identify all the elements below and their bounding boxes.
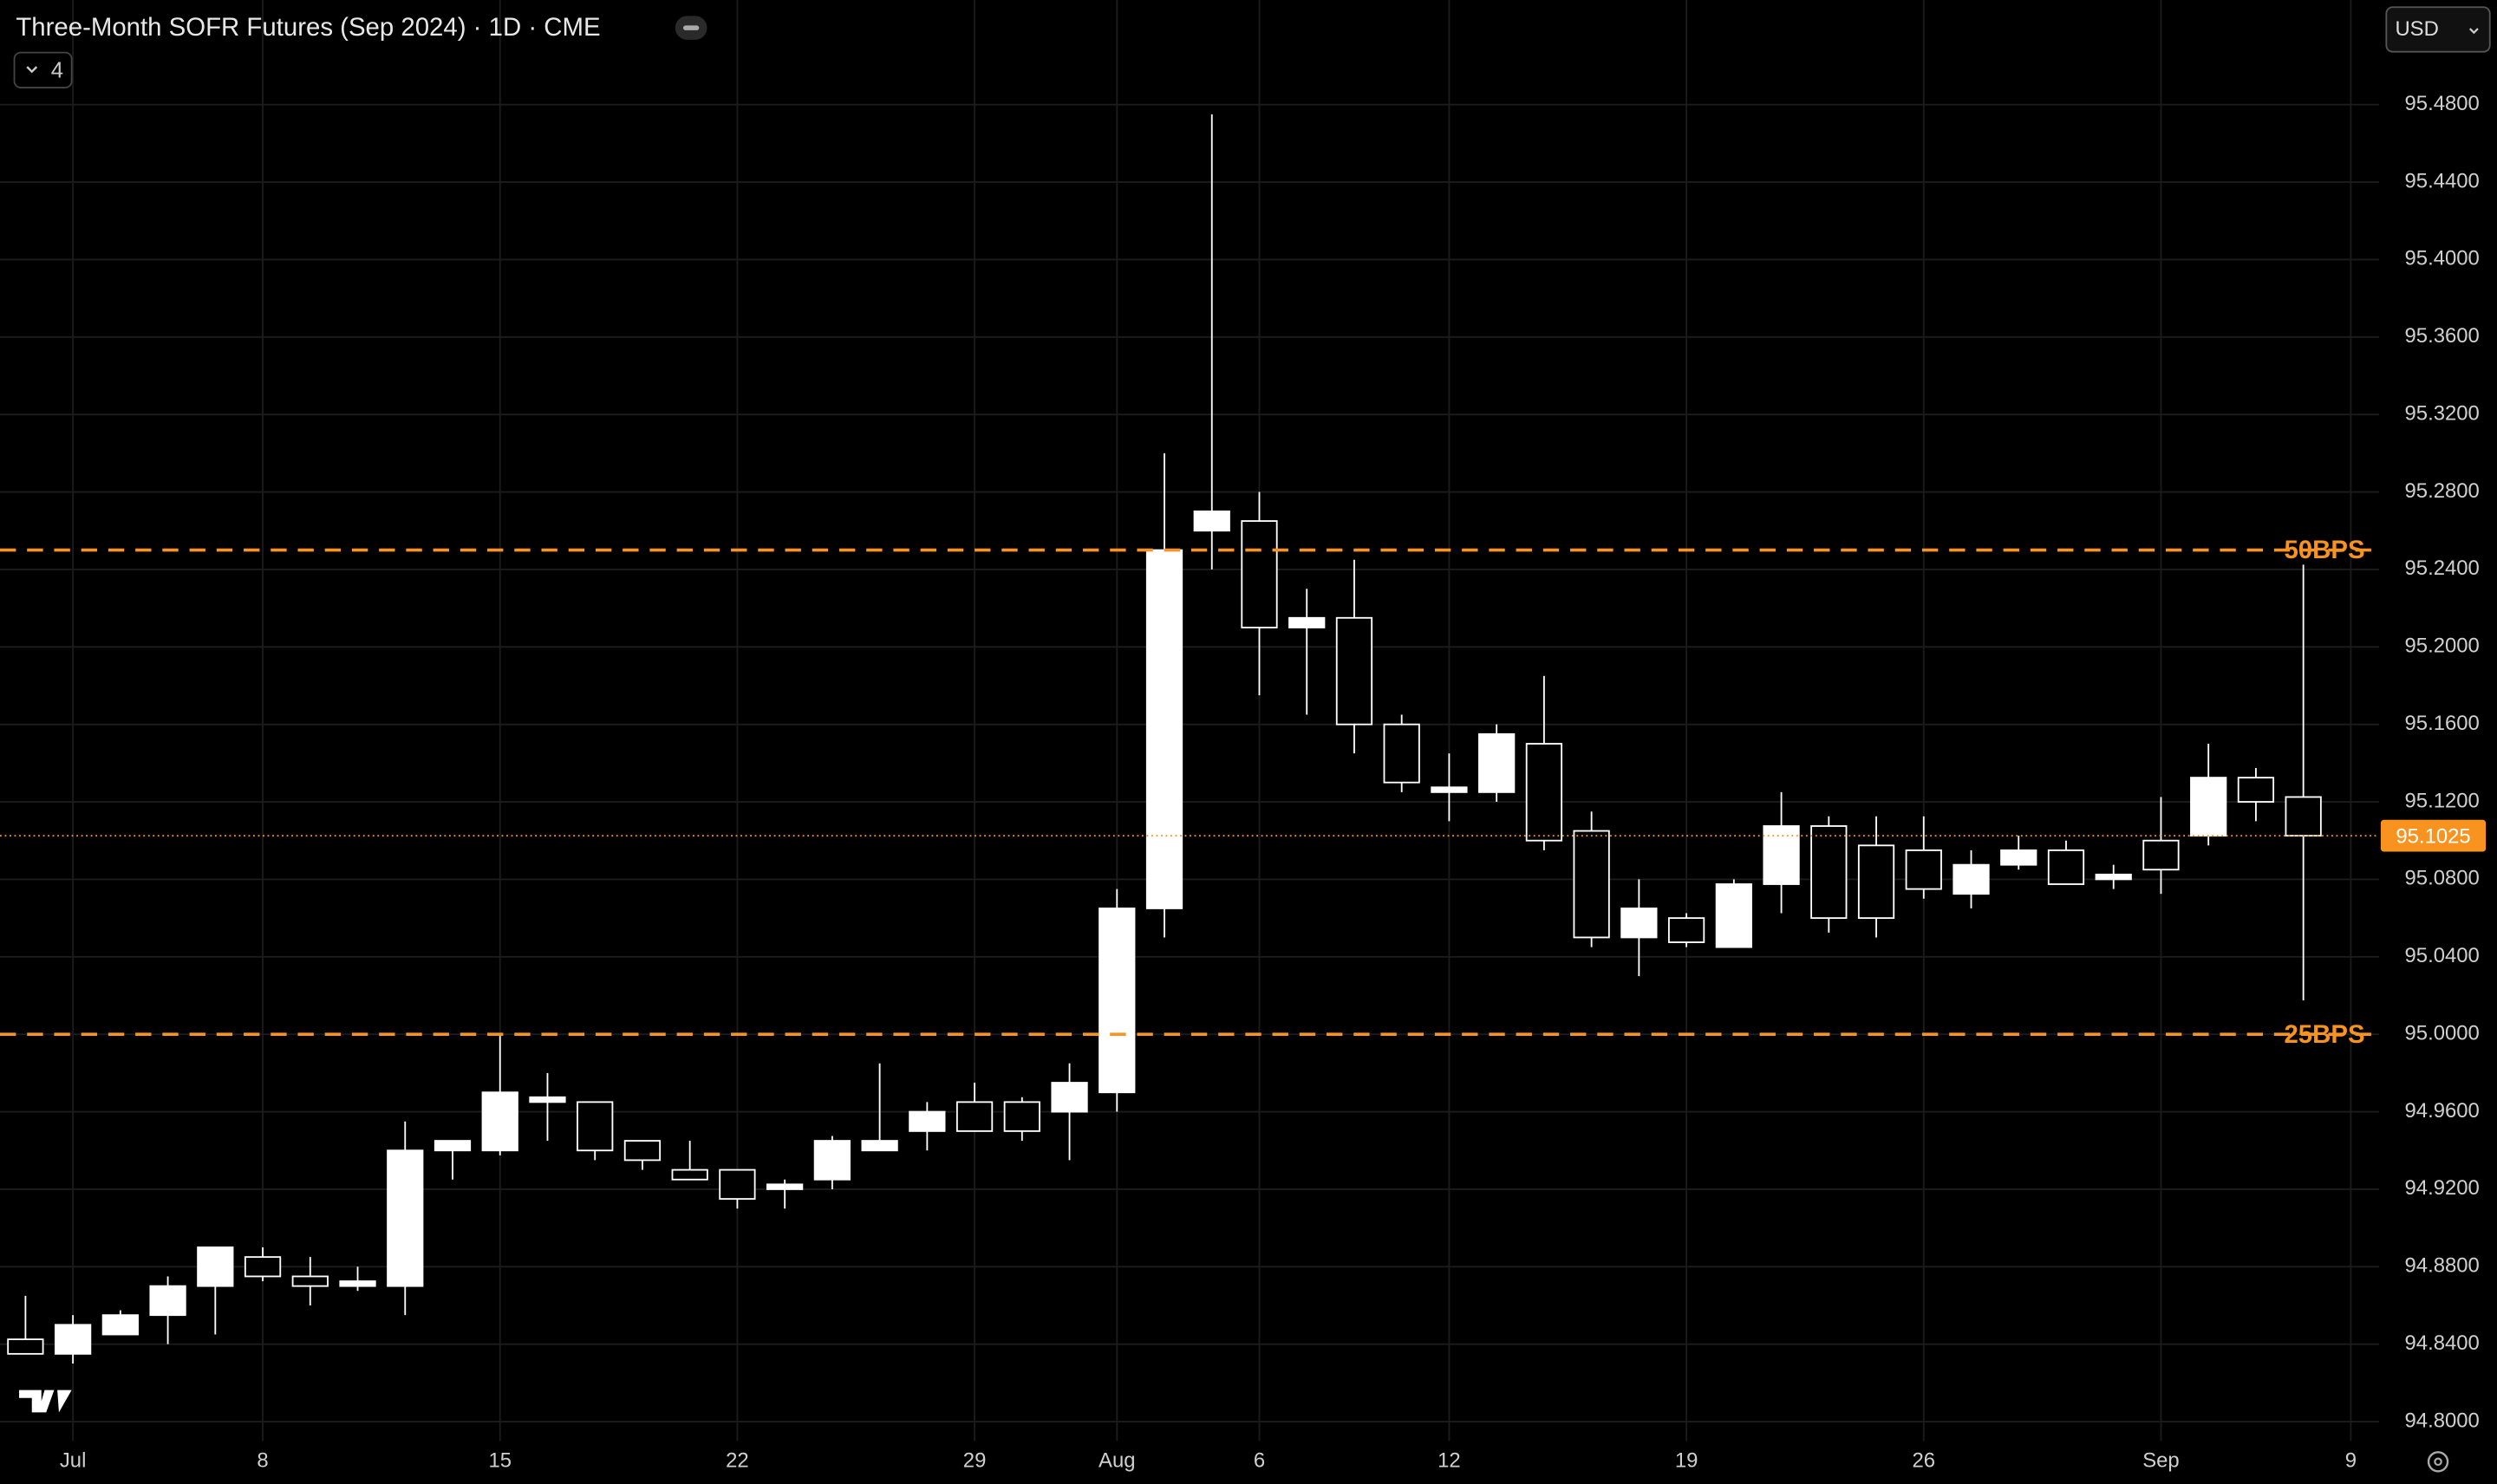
marks — [0, 114, 2380, 1364]
indicator-count: 4 — [51, 58, 63, 82]
candle-body — [1431, 786, 1468, 793]
x-tick-label: 9 — [2345, 1449, 2357, 1473]
x-tick-label: Jul — [60, 1449, 86, 1473]
indicator-toggle[interactable] — [13, 51, 73, 88]
y-tick-label: 95.3200 — [2405, 401, 2480, 425]
candle-body — [529, 1096, 566, 1103]
candle-body — [1810, 825, 1848, 920]
candle-body — [387, 1149, 424, 1287]
y-tick-label: 95.1600 — [2405, 712, 2480, 735]
grid — [0, 0, 2380, 1442]
status-icon — [682, 25, 700, 30]
y-tick-label: 95.4800 — [2405, 92, 2480, 115]
candle-body — [1145, 549, 1183, 909]
candle-body — [1335, 616, 1373, 726]
y-tick-label: 95.3600 — [2405, 324, 2480, 348]
y-tick-label: 94.9600 — [2405, 1099, 2480, 1123]
candle-body — [1620, 908, 1658, 939]
candle-body — [1193, 510, 1230, 532]
candle-body — [766, 1183, 804, 1190]
last-price-label: 95.1025 — [2396, 824, 2470, 848]
x-tick-label: 29 — [963, 1449, 987, 1473]
y-tick-label: 95.1200 — [2405, 789, 2480, 812]
candle-body — [1525, 743, 1563, 842]
candle-body — [1573, 830, 1610, 939]
level-label: 50BPS — [2284, 536, 2364, 564]
candle-body — [2285, 796, 2322, 837]
candle-body — [481, 1091, 518, 1152]
y-tick-label: 95.2400 — [2405, 556, 2480, 580]
y-tick-label: 95.2800 — [2405, 479, 2480, 503]
candle-body — [54, 1324, 92, 1355]
settings-icon-center — [2434, 1457, 2442, 1467]
candle-body — [1003, 1101, 1040, 1132]
candle-body — [719, 1168, 756, 1201]
candle-body — [2047, 849, 2085, 885]
y-tick-label: 94.9200 — [2405, 1176, 2480, 1200]
candle-body — [2190, 777, 2227, 837]
y-tick-label: 94.8800 — [2405, 1254, 2480, 1278]
x-tick-label: 19 — [1675, 1449, 1698, 1473]
y-tick-label: 95.0000 — [2405, 1021, 2480, 1045]
chart-title: Three-Month SOFR Futures (Sep 2024) · 1D… — [16, 13, 600, 42]
y-tick-label: 94.8400 — [2405, 1331, 2480, 1355]
chevron-icon — [26, 66, 38, 74]
y-tick-label: 95.0800 — [2405, 867, 2480, 890]
candle-body — [7, 1338, 44, 1355]
x-tick-label: Aug — [1099, 1449, 1135, 1473]
y-tick-label: 95.4000 — [2405, 247, 2480, 270]
candle-body — [1763, 825, 1800, 885]
last-price-badge — [2380, 819, 2487, 852]
candle-body — [1241, 520, 1278, 628]
candle-body — [2095, 873, 2132, 881]
candle-body — [2000, 849, 2037, 866]
candle-body — [623, 1140, 662, 1162]
y-tick-label: 95.4400 — [2405, 169, 2480, 192]
currency-select[interactable] — [2385, 6, 2491, 53]
x-tick-label: Sep — [2142, 1449, 2179, 1473]
candle-body — [577, 1101, 614, 1152]
candle-body — [1478, 732, 1516, 793]
candle-body — [1051, 1082, 1088, 1113]
chevron-icon — [2468, 28, 2479, 35]
candle-body — [244, 1256, 282, 1278]
candle-body — [671, 1168, 708, 1181]
candle-body — [813, 1140, 851, 1181]
settings-icon[interactable] — [2427, 1451, 2449, 1473]
x-tick-label: 6 — [1254, 1449, 1265, 1473]
candle-body — [1288, 616, 1326, 628]
logo[interactable] — [19, 1390, 72, 1413]
candle-body — [1715, 883, 1752, 948]
candle-body — [1857, 844, 1895, 920]
candle-body — [2142, 839, 2180, 871]
y-tick-label: 95.2000 — [2405, 635, 2480, 658]
y-tick-label: 95.0400 — [2405, 944, 2480, 967]
x-tick-label: 8 — [257, 1449, 268, 1473]
candle-body — [2237, 777, 2275, 803]
candle-body — [1099, 908, 1136, 1094]
candle-body — [149, 1285, 186, 1317]
x-tick-label: 26 — [1913, 1449, 1936, 1473]
candle-body — [1667, 917, 1705, 943]
x-tick-label: 15 — [488, 1449, 512, 1473]
candle-body — [861, 1140, 898, 1152]
candle-body — [434, 1140, 472, 1152]
level-label: 25BPS — [2284, 1020, 2364, 1049]
candle-body — [909, 1110, 946, 1132]
candle-body — [1383, 723, 1420, 784]
candle-body — [1953, 863, 1990, 895]
y-tick-label: 94.8000 — [2405, 1409, 2480, 1432]
x-tick-label: 22 — [726, 1449, 749, 1473]
candle-body — [291, 1275, 329, 1287]
candle-body — [955, 1101, 994, 1132]
x-tick-label: 12 — [1438, 1449, 1461, 1473]
candle-body — [197, 1246, 234, 1287]
candle-body — [101, 1314, 139, 1336]
candle-body — [1905, 849, 1942, 890]
currency-label: USD — [2395, 17, 2438, 41]
candle-body — [339, 1280, 376, 1287]
